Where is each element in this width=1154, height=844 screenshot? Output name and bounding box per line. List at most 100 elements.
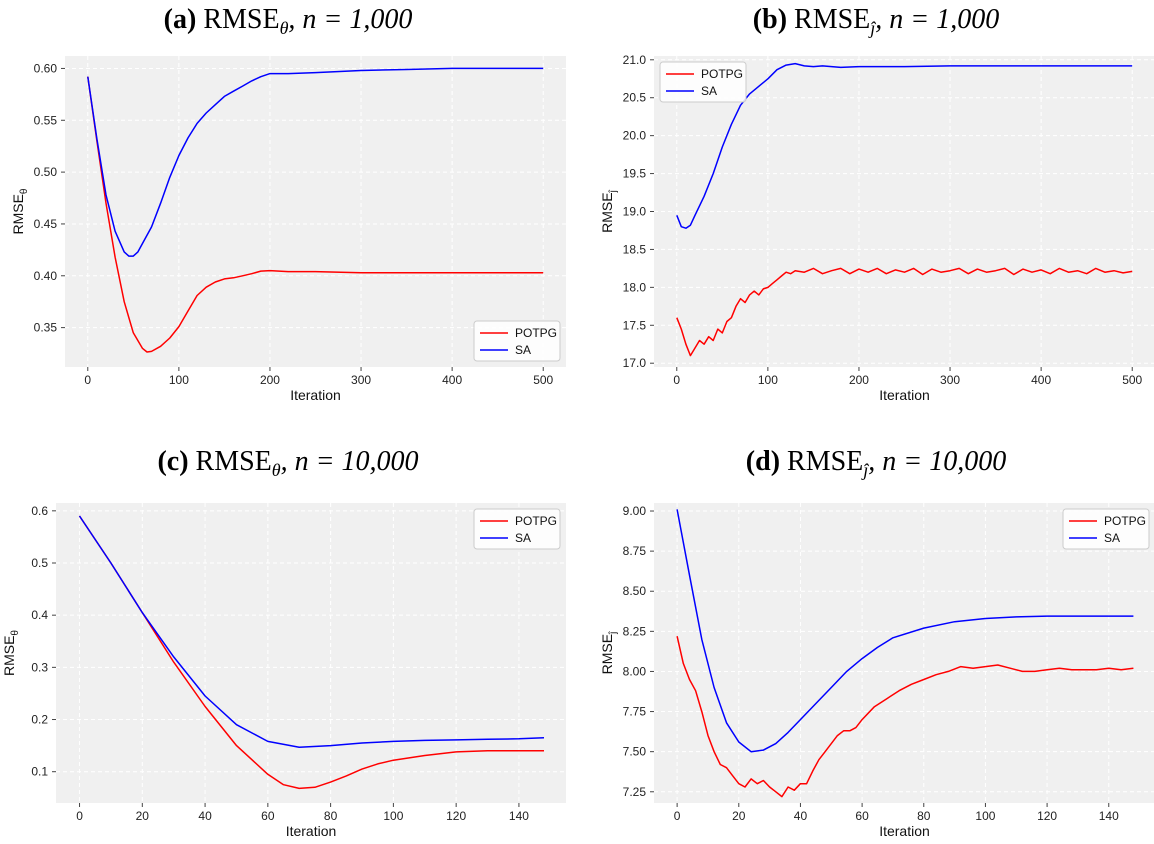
legend-label-sa: SA [1104, 531, 1120, 545]
chart-title: (c) RMSEθ, n = 10,000 [157, 446, 418, 480]
title-metric: RMSE [787, 4, 870, 35]
x-tick-label: 80 [324, 809, 338, 823]
legend-label-sa: SA [515, 531, 531, 545]
y-axis-label-subscript: θ [10, 630, 21, 636]
chart-title: (b) RMSEĵ, n = 1,000 [753, 4, 999, 38]
title-metric: RMSE [780, 446, 863, 477]
y-tick-label: 0.45 [34, 217, 58, 231]
title-metric: RMSE [196, 4, 279, 35]
y-axis-label-main: RMSE [1, 636, 17, 676]
x-tick-label: 140 [1099, 809, 1119, 823]
x-tick-label: 0 [76, 809, 83, 823]
x-tick-label: 20 [136, 809, 150, 823]
panel-label: (d) [746, 446, 780, 477]
x-tick-label: 60 [855, 809, 869, 823]
x-axis-label: Iteration [290, 387, 341, 403]
y-tick-label: 7.25 [623, 785, 647, 799]
y-axis-label-main: RMSE [599, 192, 615, 232]
title-metric: RMSE [189, 446, 272, 477]
y-axis-label-subscript: ĵ [608, 189, 619, 193]
plot-area [65, 56, 566, 367]
title-subscript: θ [272, 460, 281, 480]
y-tick-label: 9.00 [623, 504, 647, 518]
y-tick-label: 0.50 [34, 165, 58, 179]
y-tick-label: 7.50 [623, 745, 647, 759]
y-tick-label: 17.0 [623, 356, 647, 370]
y-tick-label: 18.5 [623, 242, 647, 256]
legend-label-potpg: POTPG [1104, 514, 1146, 528]
y-tick-label: 8.25 [623, 624, 647, 638]
y-tick-label: 8.00 [623, 664, 647, 678]
y-tick-label: 0.55 [34, 113, 58, 127]
panel-label: (a) [164, 4, 197, 35]
title-n: , n = 10,000 [281, 446, 419, 477]
x-tick-label: 300 [351, 373, 371, 387]
x-tick-label: 60 [261, 809, 275, 823]
x-tick-label: 500 [1122, 373, 1142, 387]
y-axis-label: RMSEθ [1, 630, 21, 676]
y-tick-label: 0.3 [31, 660, 48, 674]
chart-title: (a) RMSEθ, n = 1,000 [164, 4, 413, 38]
x-tick-label: 200 [260, 373, 280, 387]
y-tick-label: 19.5 [623, 167, 647, 181]
y-tick-label: 20.5 [623, 91, 647, 105]
legend-label-sa: SA [515, 343, 531, 357]
y-tick-label: 8.75 [623, 544, 647, 558]
title-subscript: θ [280, 18, 289, 38]
y-tick-label: 0.4 [31, 608, 48, 622]
x-tick-label: 300 [940, 373, 960, 387]
legend-label-potpg: POTPG [701, 67, 743, 81]
legend-label-potpg: POTPG [515, 326, 557, 340]
y-axis-label: RMSEθ [10, 188, 30, 234]
y-tick-label: 0.1 [31, 765, 48, 779]
x-tick-label: 0 [673, 373, 680, 387]
y-tick-label: 20.0 [623, 129, 647, 143]
legend-label-potpg: POTPG [515, 514, 557, 528]
x-tick-label: 40 [794, 809, 808, 823]
chart-title: (d) RMSEĵ, n = 10,000 [746, 446, 1006, 480]
x-tick-label: 140 [509, 809, 529, 823]
y-axis-label-subscript: ĵ [608, 631, 619, 635]
title-n: , n = 1,000 [288, 4, 412, 35]
y-axis-label-subscript: θ [19, 188, 30, 194]
x-tick-label: 100 [758, 373, 778, 387]
y-tick-label: 8.50 [623, 584, 647, 598]
panel-label: (b) [753, 4, 787, 35]
x-axis-label: Iteration [879, 387, 930, 403]
x-tick-label: 120 [446, 809, 466, 823]
x-tick-label: 40 [198, 809, 212, 823]
y-tick-label: 21.0 [623, 53, 647, 67]
y-tick-label: 0.5 [31, 556, 48, 570]
x-tick-label: 0 [84, 373, 91, 387]
y-axis-label: RMSEĵ [599, 631, 619, 674]
y-tick-label: 0.2 [31, 713, 48, 727]
y-tick-label: 18.0 [623, 280, 647, 294]
x-tick-label: 100 [975, 809, 995, 823]
panel-label: (c) [157, 446, 188, 477]
x-tick-label: 500 [533, 373, 553, 387]
y-tick-label: 19.0 [623, 205, 647, 219]
title-n: , n = 1,000 [875, 4, 999, 35]
y-tick-label: 0.35 [34, 321, 58, 335]
legend: POTPG SA [474, 321, 560, 361]
legend: POTPG SA [474, 509, 560, 549]
y-axis-label-main: RMSE [10, 194, 26, 234]
y-tick-label: 7.75 [623, 705, 647, 719]
y-tick-label: 0.6 [31, 504, 48, 518]
x-tick-label: 120 [1037, 809, 1057, 823]
y-axis-label-main: RMSE [599, 634, 615, 674]
title-n: , n = 10,000 [868, 446, 1006, 477]
x-tick-label: 20 [732, 809, 746, 823]
y-tick-label: 17.5 [623, 318, 647, 332]
y-axis-label: RMSEĵ [599, 189, 619, 232]
x-tick-label: 400 [442, 373, 462, 387]
x-axis-label: Iteration [879, 823, 930, 839]
legend-label-sa: SA [701, 84, 717, 98]
y-tick-label: 0.40 [34, 269, 58, 283]
x-tick-label: 400 [1031, 373, 1051, 387]
